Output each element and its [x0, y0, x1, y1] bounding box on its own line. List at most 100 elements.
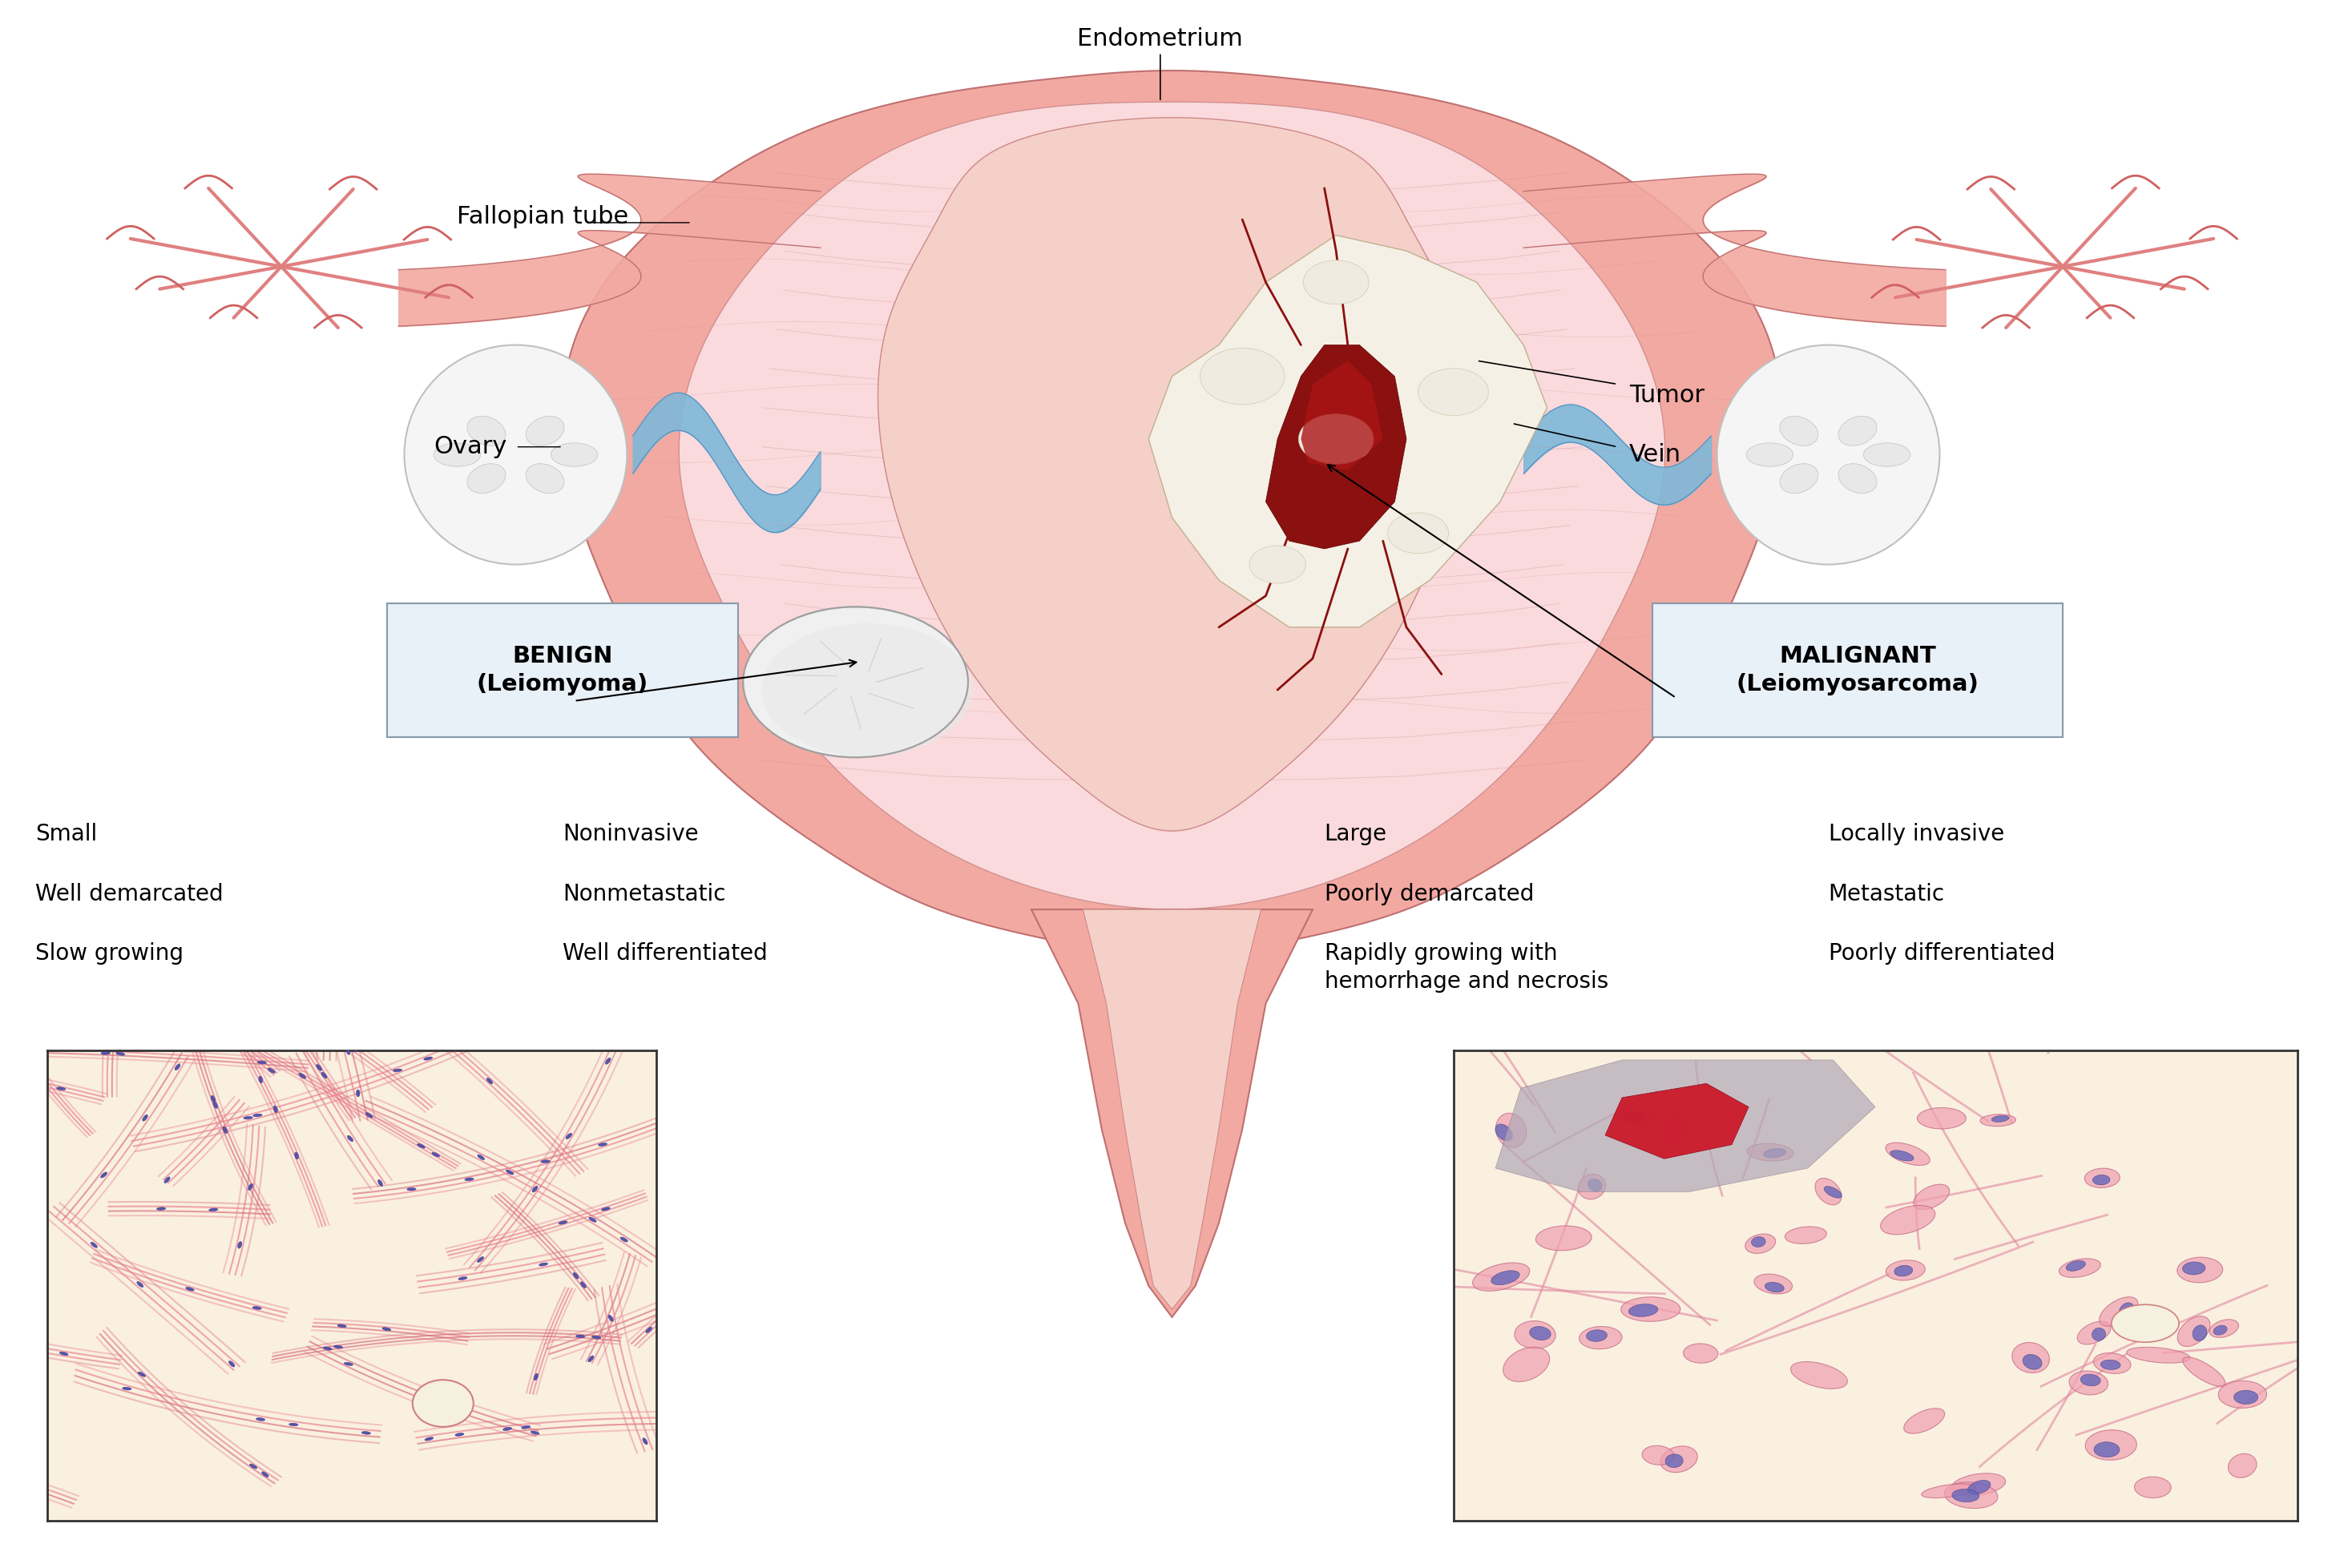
- Ellipse shape: [2065, 1261, 2086, 1272]
- Ellipse shape: [2182, 1358, 2224, 1386]
- Ellipse shape: [211, 1096, 216, 1102]
- Ellipse shape: [1503, 1347, 1549, 1381]
- Ellipse shape: [588, 1356, 593, 1363]
- Ellipse shape: [755, 1245, 759, 1251]
- Ellipse shape: [1531, 1327, 1552, 1341]
- Ellipse shape: [417, 1143, 424, 1148]
- Ellipse shape: [91, 1242, 98, 1248]
- Ellipse shape: [539, 1262, 548, 1265]
- Ellipse shape: [2070, 1370, 2107, 1396]
- Ellipse shape: [1753, 1275, 1793, 1294]
- Ellipse shape: [1514, 1320, 1556, 1348]
- Ellipse shape: [0, 1049, 5, 1052]
- Ellipse shape: [204, 982, 209, 988]
- Ellipse shape: [593, 1336, 600, 1339]
- Ellipse shape: [326, 1035, 328, 1041]
- Ellipse shape: [136, 1281, 143, 1287]
- Ellipse shape: [237, 1242, 241, 1248]
- Ellipse shape: [588, 1217, 595, 1221]
- Ellipse shape: [2178, 1258, 2222, 1283]
- Circle shape: [743, 607, 968, 757]
- Ellipse shape: [1779, 464, 1819, 494]
- Ellipse shape: [1615, 1107, 1657, 1124]
- Polygon shape: [879, 118, 1465, 831]
- Ellipse shape: [506, 1170, 513, 1174]
- Ellipse shape: [345, 1363, 354, 1366]
- Ellipse shape: [1580, 1327, 1622, 1348]
- Text: Tumor: Tumor: [1629, 384, 1704, 406]
- Text: MALIGNANT
(Leiomyosarcoma): MALIGNANT (Leiomyosarcoma): [1737, 646, 1978, 695]
- Text: BENIGN
(Leiomyoma): BENIGN (Leiomyoma): [476, 646, 649, 695]
- Ellipse shape: [520, 1425, 530, 1428]
- Ellipse shape: [607, 1316, 614, 1322]
- Ellipse shape: [2119, 1303, 2133, 1319]
- Ellipse shape: [122, 1388, 131, 1391]
- Ellipse shape: [321, 1073, 328, 1079]
- Ellipse shape: [59, 1352, 68, 1355]
- Ellipse shape: [323, 1347, 333, 1350]
- Ellipse shape: [2135, 1477, 2171, 1497]
- Ellipse shape: [19, 1345, 26, 1348]
- Ellipse shape: [239, 1043, 246, 1049]
- Text: Large: Large: [1324, 823, 1388, 845]
- Ellipse shape: [434, 1400, 443, 1403]
- Text: Locally invasive: Locally invasive: [1828, 823, 2004, 845]
- Ellipse shape: [377, 1179, 382, 1187]
- Text: Small: Small: [35, 823, 96, 845]
- Polygon shape: [680, 102, 1664, 909]
- Polygon shape: [1083, 909, 1261, 1309]
- Ellipse shape: [645, 1327, 652, 1333]
- Ellipse shape: [209, 1209, 218, 1210]
- Ellipse shape: [101, 1173, 108, 1178]
- Circle shape: [1388, 513, 1449, 554]
- Circle shape: [2112, 1305, 2180, 1342]
- Ellipse shape: [164, 1178, 171, 1182]
- Ellipse shape: [2084, 1168, 2119, 1187]
- Ellipse shape: [288, 1424, 298, 1425]
- Text: Endometrium: Endometrium: [1078, 27, 1242, 100]
- Ellipse shape: [248, 1184, 253, 1190]
- Text: Poorly demarcated: Poorly demarcated: [1324, 883, 1533, 905]
- Ellipse shape: [464, 1178, 473, 1181]
- Ellipse shape: [2077, 1322, 2112, 1344]
- Ellipse shape: [267, 1068, 274, 1073]
- Ellipse shape: [1838, 416, 1878, 445]
- Ellipse shape: [342, 1041, 349, 1046]
- Ellipse shape: [2213, 1325, 2227, 1334]
- Ellipse shape: [1662, 1113, 1688, 1149]
- Ellipse shape: [338, 1325, 347, 1328]
- Ellipse shape: [1660, 1446, 1697, 1472]
- Ellipse shape: [258, 1076, 263, 1083]
- Ellipse shape: [220, 966, 227, 972]
- Ellipse shape: [2192, 1325, 2208, 1341]
- Ellipse shape: [1981, 1115, 2016, 1126]
- Circle shape: [1200, 348, 1285, 405]
- Ellipse shape: [762, 622, 973, 756]
- Ellipse shape: [295, 1152, 298, 1159]
- Ellipse shape: [176, 1063, 180, 1071]
- Ellipse shape: [1716, 345, 1941, 564]
- Ellipse shape: [434, 442, 481, 467]
- Ellipse shape: [1992, 1115, 2009, 1123]
- Ellipse shape: [316, 1065, 321, 1071]
- Ellipse shape: [2217, 1381, 2267, 1408]
- Ellipse shape: [138, 1372, 145, 1377]
- Ellipse shape: [326, 1029, 328, 1035]
- Ellipse shape: [466, 416, 506, 445]
- Ellipse shape: [2086, 1430, 2138, 1460]
- Polygon shape: [1495, 1060, 1875, 1192]
- Text: Noninvasive: Noninvasive: [563, 823, 699, 845]
- Ellipse shape: [1863, 442, 1910, 466]
- Ellipse shape: [1535, 1226, 1592, 1251]
- Ellipse shape: [532, 1185, 537, 1192]
- Ellipse shape: [581, 1281, 586, 1287]
- Ellipse shape: [621, 1237, 628, 1242]
- Ellipse shape: [574, 1273, 579, 1279]
- Ellipse shape: [127, 935, 129, 942]
- Ellipse shape: [431, 1152, 441, 1157]
- Ellipse shape: [488, 1079, 492, 1083]
- Ellipse shape: [478, 1154, 485, 1160]
- Ellipse shape: [530, 1432, 539, 1435]
- Ellipse shape: [1751, 1237, 1765, 1247]
- Polygon shape: [563, 71, 1781, 956]
